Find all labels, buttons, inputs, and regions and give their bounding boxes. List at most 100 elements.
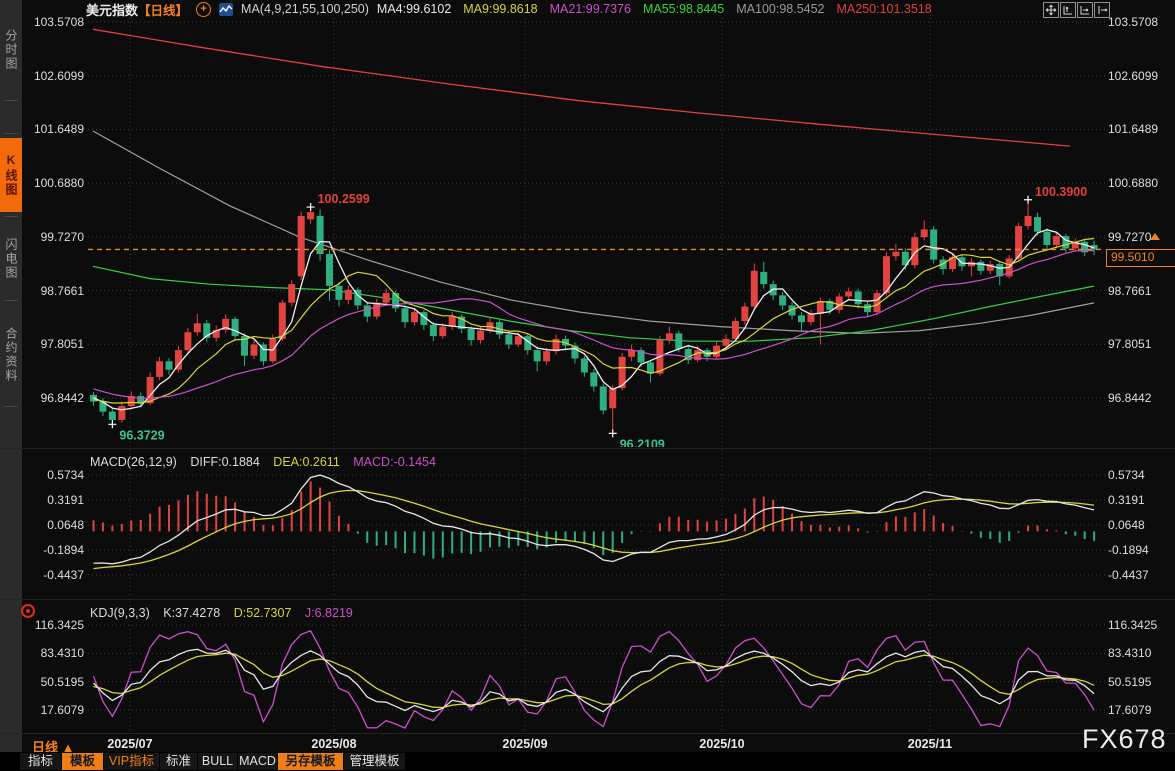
x-axis-month-label: 2025/08 <box>311 737 357 751</box>
ma-value-1: MA4:99.6102 <box>376 2 452 16</box>
main-y-label: 96.8442 <box>40 390 84 405</box>
kdj-k-value: K:37.4278 <box>163 606 221 620</box>
symbol-title: 美元指数【日线】 <box>86 0 188 19</box>
kdj-chart[interactable] <box>88 601 1105 733</box>
pan-move-icon[interactable] <box>1043 2 1059 18</box>
macd-y-label: -0.4437 <box>1108 568 1149 582</box>
symbol-name: 美元指数 <box>86 2 139 18</box>
kdj-y-label: 17.6079 <box>1108 703 1152 717</box>
main-candlestick-chart[interactable]: 96.3729 100.2599 96.2109 100.3900 <box>88 18 1105 447</box>
ma-value-2: MA9:99.8618 <box>463 2 538 16</box>
kdj-y-label: 17.6079 <box>40 703 84 717</box>
kdj-y-label: 50.5195 <box>1108 674 1152 689</box>
main-y-label: 102.6099 <box>33 68 84 83</box>
macd-y-label: 0.5734 <box>47 468 84 482</box>
macd-y-label: 0.0648 <box>1108 518 1145 532</box>
toolbar-button-4[interactable]: 标准 <box>160 753 197 770</box>
sidebar-separator <box>4 133 18 134</box>
ma-group-label: MA(4,9,21,55,100,250) <box>241 2 369 16</box>
chart-type-icon[interactable] <box>219 2 234 16</box>
ma-value-4: MA55:98.8445 <box>642 2 725 16</box>
main-y-label: 103.5708 <box>1108 15 1159 29</box>
sidebar-separator <box>4 216 18 217</box>
sidebar-separator <box>4 406 18 407</box>
svg-text:100.3900: 100.3900 <box>1035 185 1087 199</box>
main-y-label: 102.6099 <box>1108 68 1159 83</box>
macd-y-label: -0.1894 <box>43 543 84 557</box>
sidebar-tab-4[interactable]: 合约资料 <box>4 327 18 383</box>
goto-latest-icon[interactable] <box>1094 2 1110 18</box>
macd-dea-value: DEA:0.2611 <box>273 455 340 469</box>
ma-value-5: MA100:98.5452 <box>736 2 825 16</box>
kdj-d-value: D:52.7307 <box>233 606 292 620</box>
sidebar-tab-2[interactable]: K线图 <box>0 138 22 212</box>
x-axis-month-label: 2025/07 <box>107 737 153 751</box>
auto-scale-icon[interactable] <box>1060 2 1076 18</box>
period-tag[interactable]: 【日线】 <box>138 3 189 18</box>
main-y-label: 98.7661 <box>40 283 84 298</box>
kdj-j-value: J:6.8219 <box>304 606 353 620</box>
main-y-label: 100.6880 <box>1108 176 1159 191</box>
ma-value-6: MA250:101.3518 <box>836 2 932 16</box>
macd-y-label: 0.3191 <box>47 493 84 507</box>
main-y-label: 99.7270 <box>1108 229 1152 244</box>
main-y-label: 96.8442 <box>1108 390 1152 405</box>
main-y-label: 99.7270 <box>40 229 84 244</box>
main-y-label: 97.8051 <box>1108 337 1152 352</box>
svg-text:96.3729: 96.3729 <box>119 428 164 442</box>
main-y-label: 101.6489 <box>1108 122 1159 137</box>
ma-value-3: MA21:99.7376 <box>549 2 631 16</box>
macd-hist-value: MACD:-0.1454 <box>353 455 436 469</box>
shift-right-icon[interactable] <box>1077 2 1093 18</box>
toolbar-button-1[interactable]: 指标 <box>20 753 61 770</box>
svg-text:100.2599: 100.2599 <box>318 192 370 206</box>
toolbar-button-2[interactable]: 模板 <box>62 753 103 770</box>
ma-values: MA4:99.6102 MA9:99.8618 MA21:99.7376 MA55:9… <box>377 2 932 16</box>
kdj-y-label: 116.3425 <box>1108 618 1158 632</box>
toolbar-button-7[interactable]: 另存模板 <box>278 753 343 770</box>
macd-y-label: 0.3191 <box>1108 493 1145 507</box>
x-axis-month-label: 2025/10 <box>699 737 745 751</box>
kdj-legend: KDJ(9,3,3) K:37.4278 D:52.7307 J:6.8219 <box>90 606 363 620</box>
toolbar-button-5[interactable]: BULL <box>198 753 237 770</box>
toolbar-button-3[interactable]: VIP指标 <box>104 753 159 770</box>
price-up-arrow-icon <box>1150 233 1160 240</box>
macd-name-label: MACD(26,12,9) <box>90 455 177 469</box>
sidebar-separator <box>4 300 18 301</box>
main-y-label: 100.6880 <box>33 176 84 191</box>
macd-y-label: 0.0648 <box>47 518 84 532</box>
pane-divider <box>0 733 1175 734</box>
watermark: FX678 <box>1082 724 1167 754</box>
kdj-name-label: KDJ(9,3,3) <box>90 606 150 620</box>
toolbar-button-6[interactable]: MACD <box>238 753 277 770</box>
kdj-y-label: 83.4310 <box>40 646 84 661</box>
x-axis-month-label: 2025/11 <box>907 737 953 751</box>
toolbar-button-8[interactable]: 管理模板 <box>344 753 405 770</box>
main-y-label: 97.8051 <box>40 337 84 352</box>
macd-y-label: -0.4437 <box>43 568 84 582</box>
bottom-toolbar: 指标 模板 VIP指标 标准 BULL MACD 另存模板 管理模板 <box>0 752 1175 771</box>
pane-divider <box>0 448 1175 449</box>
left-sidebar: 分时图 K线图闪电图合约资料 <box>0 0 22 771</box>
sidebar-tab-1[interactable]: 分时图 <box>4 29 18 71</box>
chart-legend: 美元指数【日线】 + MA(4,9,21,55,100,250) MA4:99.… <box>86 0 932 19</box>
kdj-y-label: 116.3425 <box>34 618 84 632</box>
macd-diff-value: DIFF:0.1884 <box>190 455 260 469</box>
x-axis-month-label: 2025/09 <box>502 737 548 751</box>
add-indicator-icon[interactable]: + <box>196 1 212 17</box>
macd-y-label: 0.5734 <box>1108 468 1145 482</box>
period-dropdown[interactable]: 日线 ▲ <box>32 740 75 755</box>
kdj-y-label: 50.5195 <box>40 674 84 689</box>
current-price-tag: 99.5010 <box>1106 249 1175 267</box>
main-y-label: 101.6489 <box>33 122 84 137</box>
macd-y-label: -0.1894 <box>1108 543 1149 557</box>
main-y-label: 98.7661 <box>1108 283 1152 298</box>
main-y-label: 103.5708 <box>33 15 84 29</box>
svg-text:96.2109: 96.2109 <box>620 437 665 447</box>
kdj-y-label: 83.4310 <box>1108 646 1152 661</box>
sidebar-tab-3[interactable]: 闪电图 <box>4 238 18 280</box>
macd-legend: MACD(26,12,9) DIFF:0.1884 DEA:0.2611 MAC… <box>90 455 446 469</box>
macd-chart[interactable] <box>88 450 1105 598</box>
sidebar-separator <box>4 100 18 101</box>
